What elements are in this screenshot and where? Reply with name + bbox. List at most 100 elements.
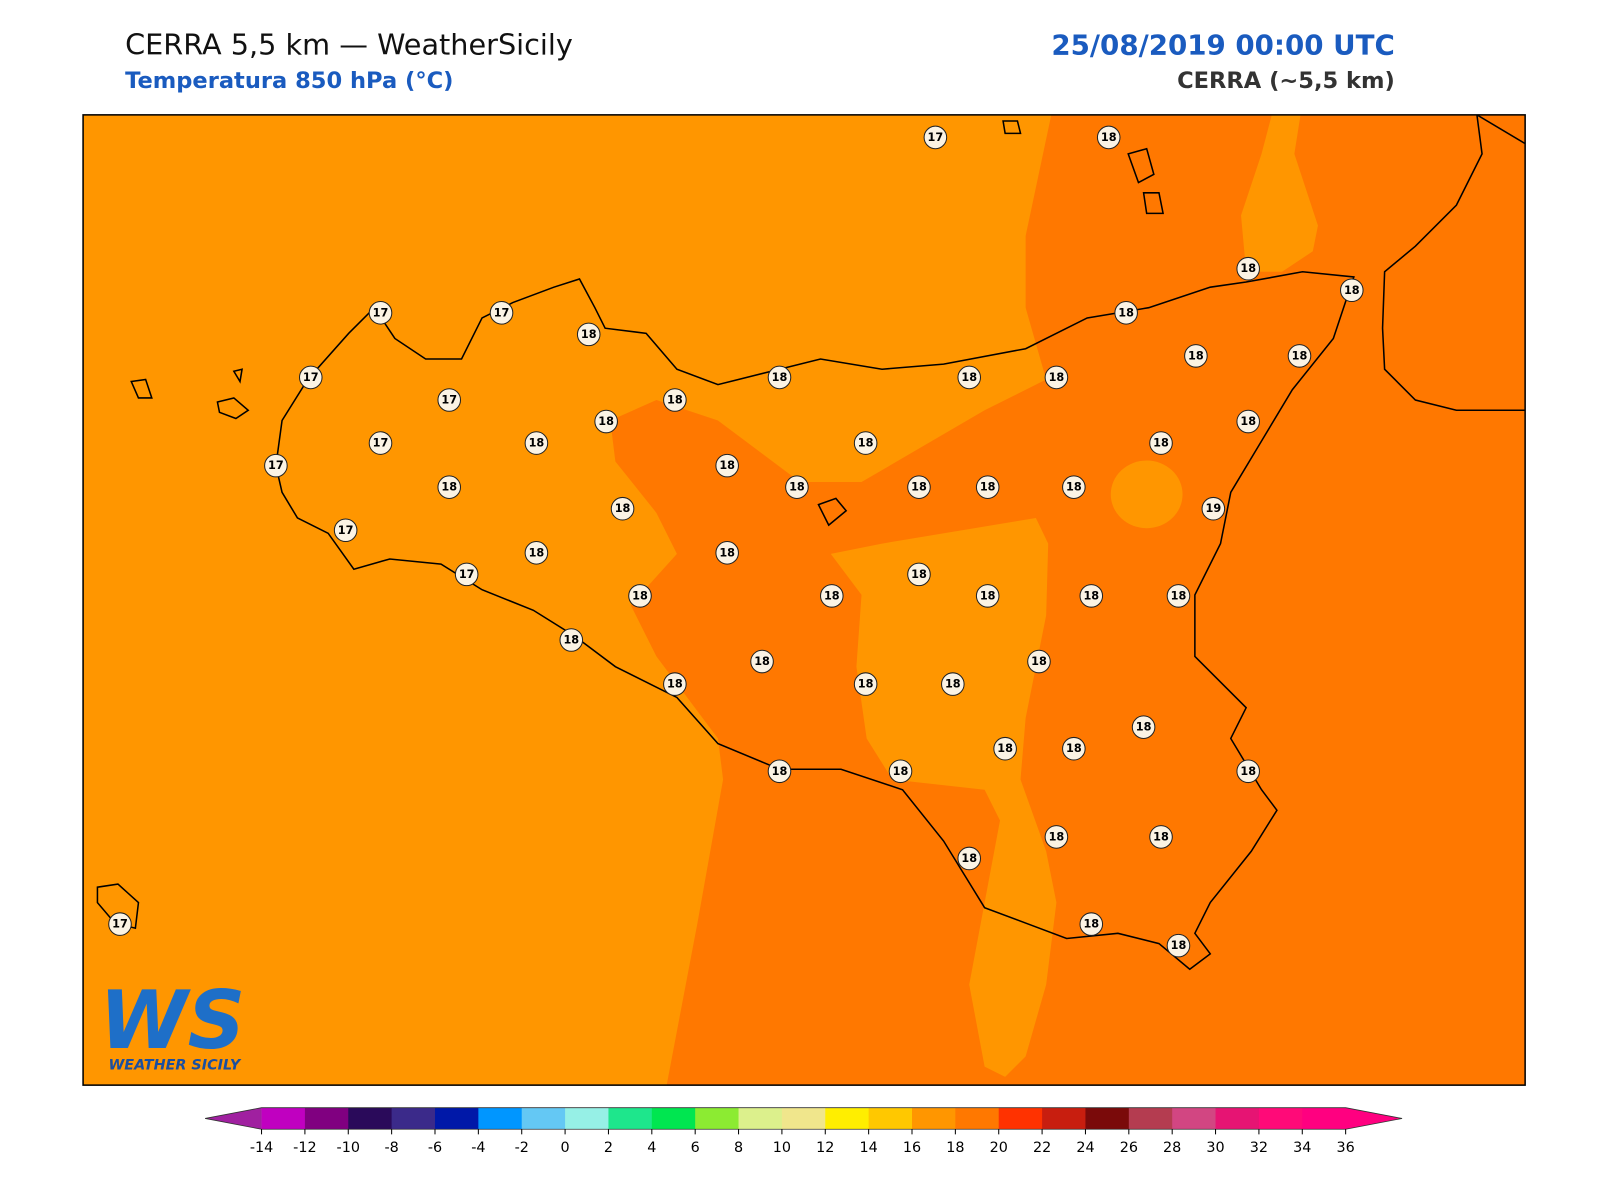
station-marker — [594, 409, 618, 434]
station-value: 18 — [1292, 349, 1308, 362]
station-value: 18 — [858, 437, 874, 450]
station-marker — [576, 322, 601, 347]
station-value: 18 — [632, 589, 648, 602]
station-marker — [767, 759, 792, 784]
station: 17 — [437, 388, 462, 412]
station-value: 18 — [719, 459, 735, 472]
station-marker — [853, 431, 878, 455]
field-17 — [1241, 114, 1318, 272]
station: 18 — [628, 584, 652, 608]
station-marker — [1149, 825, 1173, 849]
colorbar-tick-label: 4 — [647, 1140, 656, 1156]
colorbar-tick-label: -10 — [337, 1140, 360, 1156]
colorbar-tick-label: -4 — [471, 1140, 485, 1156]
colorbar-bin — [1042, 1107, 1086, 1130]
station-value: 18 — [563, 634, 579, 647]
station-value: 17 — [268, 459, 284, 472]
station-marker — [957, 846, 982, 871]
station-value: 18 — [961, 371, 977, 384]
station-marker — [907, 562, 931, 587]
station-value: 18 — [893, 765, 909, 778]
colorbar: -14 -12 -10 -8 -6 -4 -2 0 2 4 6 8 10 12 14 16 18 20 22 24 26… — [205, 1107, 1403, 1156]
station-value: 17 — [338, 524, 354, 537]
colorbar-bin — [434, 1107, 479, 1130]
station-value: 18 — [997, 742, 1013, 755]
station-marker — [333, 518, 358, 543]
station-value: 18 — [719, 546, 735, 559]
station: 18 — [819, 584, 844, 608]
station-marker — [524, 431, 549, 455]
colorbar-bin — [738, 1107, 783, 1130]
colorbar-bin — [695, 1107, 740, 1130]
station: 18 — [1079, 912, 1104, 936]
station-marker — [368, 431, 393, 455]
station: 18 — [715, 453, 739, 478]
station-marker — [1339, 278, 1364, 303]
colorbar-tick-label: 6 — [691, 1140, 700, 1156]
station: 18 — [888, 759, 913, 784]
colorbar-tick-label: -6 — [428, 1140, 442, 1156]
station: 18 — [750, 649, 774, 674]
colorbar-extend-low — [205, 1107, 262, 1130]
station-marker — [489, 301, 514, 325]
station-marker — [1096, 125, 1121, 150]
station-marker — [1236, 256, 1260, 281]
station-value: 18 — [980, 589, 996, 602]
station-marker — [1027, 649, 1051, 674]
colorbar-bin — [391, 1107, 436, 1130]
station-marker — [1287, 344, 1312, 368]
station-value: 18 — [772, 765, 788, 778]
colorbar-bin — [1215, 1107, 1260, 1130]
colorbar-bin — [478, 1107, 523, 1130]
colorbar-tick-label: 34 — [1293, 1140, 1311, 1156]
station-marker — [298, 365, 323, 390]
colorbar-tick-label: 0 — [561, 1140, 570, 1156]
station: 18 — [993, 736, 1017, 761]
station-marker — [1166, 584, 1191, 608]
colorbar-tick-label: -14 — [250, 1140, 273, 1156]
station-value: 18 — [858, 678, 874, 691]
station-marker — [1114, 301, 1138, 325]
station-marker — [628, 584, 652, 608]
station-value: 19 — [1205, 502, 1221, 515]
station: 18 — [524, 541, 549, 565]
station-value: 18 — [1344, 284, 1360, 297]
logo: WS WEATHER SICILY — [99, 974, 245, 1074]
station: 18 — [941, 672, 965, 696]
station-value: 18 — [1101, 131, 1117, 144]
station-marker — [907, 475, 931, 499]
station-marker — [853, 672, 878, 696]
station-marker — [767, 365, 792, 390]
station-marker — [108, 912, 132, 936]
station-marker — [1044, 825, 1069, 849]
station: 18 — [437, 475, 462, 499]
colorbar-tick-label: 36 — [1337, 1140, 1355, 1156]
station-marker — [993, 736, 1017, 761]
subtitle: Temperatura 850 hPa (°C) — [125, 68, 453, 94]
station-value: 18 — [1240, 262, 1256, 275]
station-value: 17 — [459, 568, 475, 581]
station-value: 18 — [1153, 830, 1169, 843]
station: 18 — [1079, 584, 1104, 608]
station: 17 — [454, 562, 479, 587]
colorbar-bin — [1128, 1107, 1173, 1130]
station: 18 — [1236, 256, 1260, 281]
colorbar-bin — [1302, 1107, 1347, 1130]
colorbar-tick-label: 24 — [1076, 1140, 1094, 1156]
station-marker — [1062, 736, 1086, 761]
station: 18 — [559, 628, 584, 652]
station-value: 18 — [1153, 437, 1169, 450]
station-marker — [941, 672, 965, 696]
colorbar-tick-label: 26 — [1120, 1140, 1138, 1156]
station-marker — [264, 453, 288, 478]
station: 18 — [1166, 584, 1191, 608]
station-value: 17 — [303, 371, 319, 384]
station: 17 — [489, 301, 514, 325]
station: 18 — [907, 562, 931, 587]
station-marker — [1044, 365, 1069, 390]
station-value: 17 — [441, 394, 457, 407]
station: 18 — [1096, 125, 1121, 150]
station-marker — [1236, 759, 1260, 784]
colorbar-tick-label: 14 — [860, 1140, 878, 1156]
